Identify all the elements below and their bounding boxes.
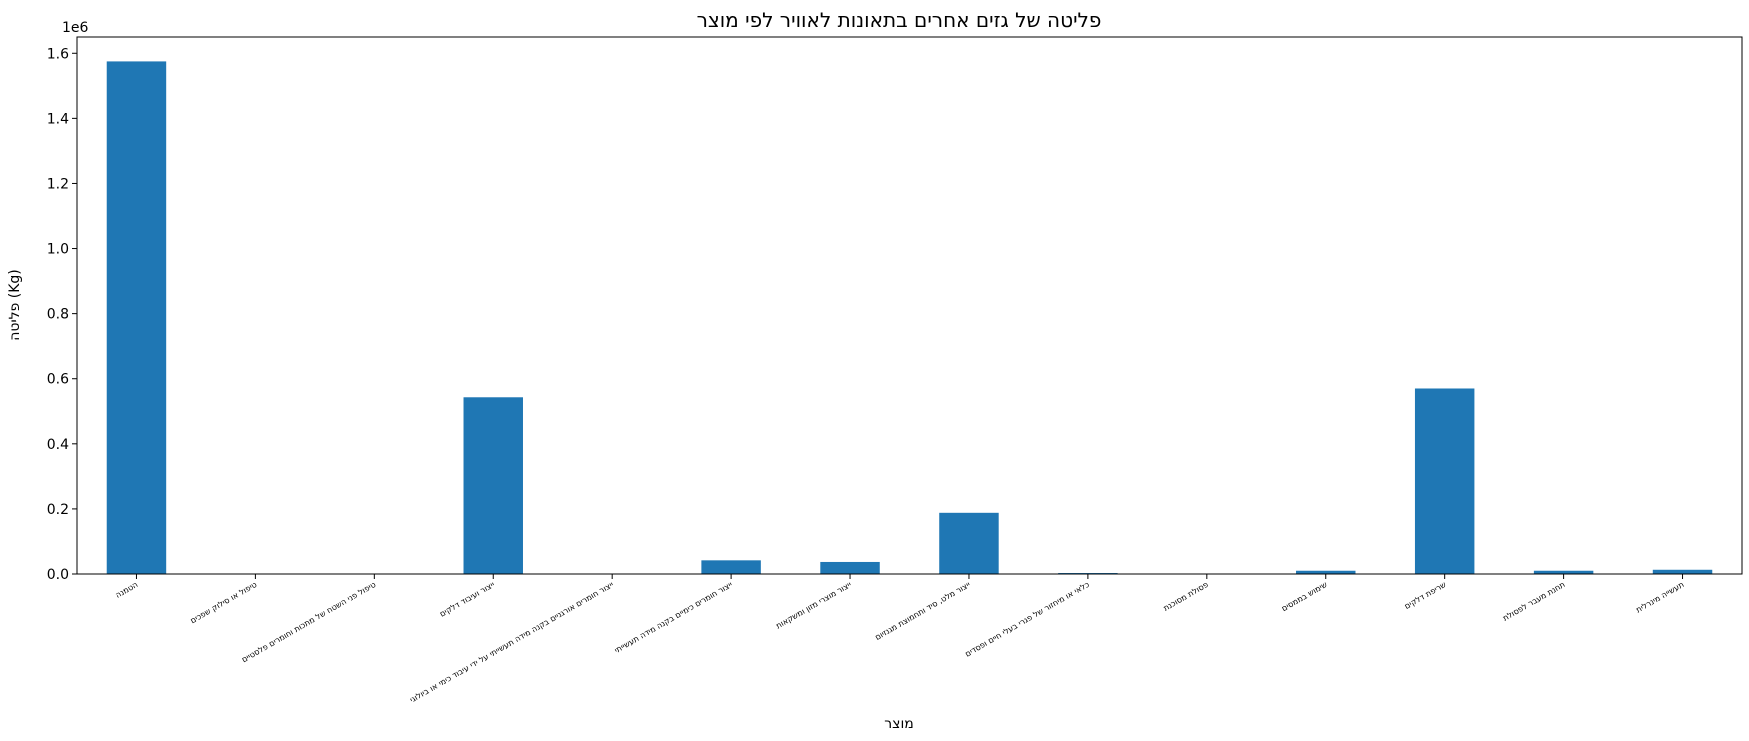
x-tick-label: כלאי או מיחזור של פגרי בעלי חיים ופסדים	[964, 580, 1091, 659]
bars-group	[106, 61, 1713, 575]
y-axis-offset-label: 1e6	[62, 20, 89, 36]
y-tick-label: 0.4	[47, 437, 69, 453]
y-tick-label: 1.4	[47, 111, 69, 127]
y-axis-label: פליטה (Kg)	[7, 269, 23, 341]
x-tick-label: ייצור מלט, סיד ותחמוצת מגנזיום	[873, 580, 972, 642]
x-tick-label: שימוש בממסים	[1280, 580, 1329, 613]
bar	[1414, 388, 1475, 574]
y-tick-label: 0.0	[47, 567, 69, 583]
x-tick-label: תחנת מעבר לפסולת	[1501, 580, 1566, 623]
plot-frame	[76, 36, 1743, 575]
x-tick-label: ייצור ועיבוד דלקים	[438, 580, 496, 619]
y-tick-label: 0.8	[47, 307, 69, 323]
y-tick-label: 1.2	[47, 176, 69, 192]
chart-title: פליטה של גזים אחרים בתאונות לאוויר לפי מ…	[697, 8, 1102, 32]
x-tick-label: ייצור חומרים כימיים בקנה מידה תעשייתי	[613, 580, 734, 655]
x-tick-label: טיפול או סילוק שפכים	[189, 580, 259, 625]
bar	[820, 561, 880, 574]
y-tick-label: 0.2	[47, 502, 69, 518]
x-tick-label: הטמנה	[114, 580, 140, 600]
plot-area	[76, 36, 1743, 575]
bar	[701, 560, 761, 574]
bar	[1533, 570, 1594, 574]
x-tick-label: תעשייה מינרלית	[1634, 580, 1685, 615]
y-tick-label: 0.6	[47, 372, 69, 388]
x-tick-label: ייצור מוצרי מזון ומשקאות	[774, 580, 853, 631]
bar	[106, 61, 167, 575]
y-tick-label: 1.6	[47, 46, 69, 62]
x-axis-label: מוצר	[884, 716, 914, 732]
x-tick-label: שריפת דלקים	[1403, 580, 1448, 611]
x-tick-label: פסולת מסוכנת	[1162, 580, 1210, 613]
bar	[1296, 570, 1356, 574]
bar	[939, 512, 999, 574]
y-axis: 0.0 0.2 0.4 0.6 0.8 1.0 1.2 1.4 1.6	[47, 46, 77, 583]
x-tick-label: ייצור חומרים אורגניים בקנה מידה תעשייתי …	[408, 580, 615, 705]
y-tick-label: 1.0	[47, 242, 69, 258]
bar	[1652, 569, 1713, 574]
x-tick-label: טיפול פני השטח של מתכות וחומרים פלסטיים	[240, 580, 377, 664]
bar	[463, 397, 523, 574]
